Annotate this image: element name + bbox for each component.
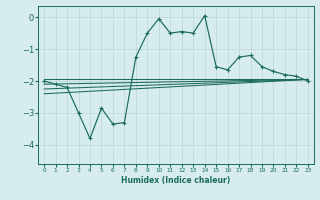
X-axis label: Humidex (Indice chaleur): Humidex (Indice chaleur) — [121, 176, 231, 185]
